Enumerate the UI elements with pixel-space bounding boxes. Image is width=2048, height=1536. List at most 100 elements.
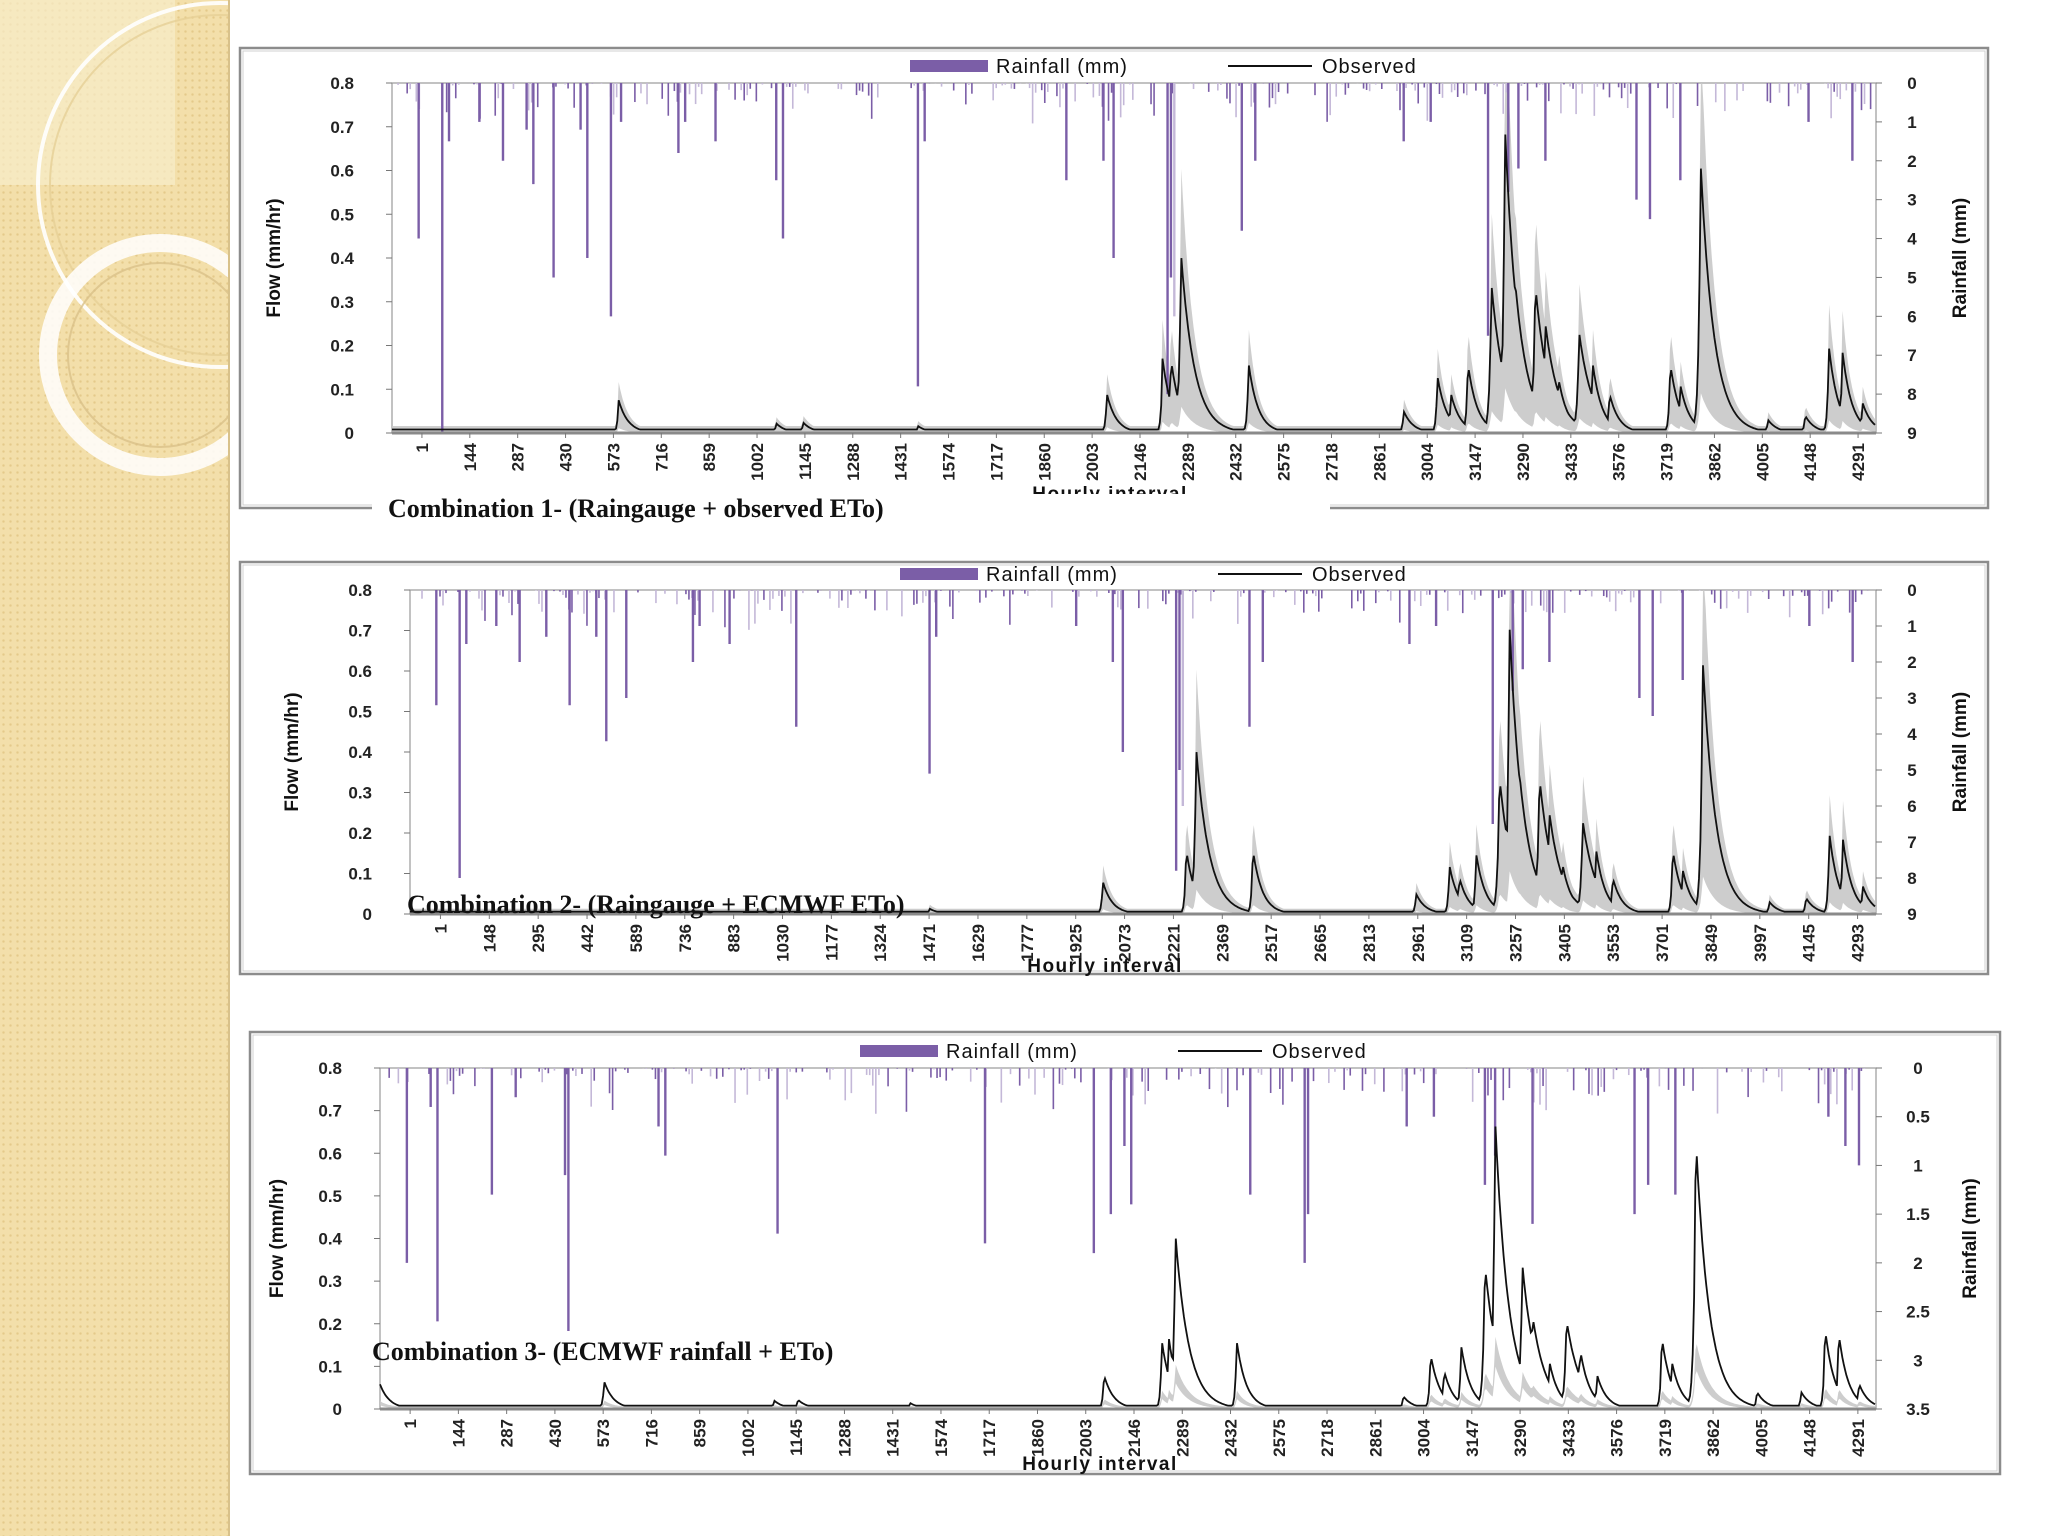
x-tick-label: 3576 — [1610, 443, 1629, 481]
x-tick-label: 2575 — [1270, 1419, 1289, 1457]
x-tick-label: 2718 — [1322, 443, 1341, 481]
y2-tick-label: 5 — [1907, 761, 1916, 780]
x-tick-label: 144 — [449, 1418, 468, 1447]
ring-small-inner — [67, 262, 228, 448]
x-tick-label: 2073 — [1116, 924, 1135, 962]
y2-axis-label: Rainfall (mm) — [1960, 1178, 1981, 1298]
x-tick-label: 1717 — [987, 443, 1006, 481]
x-tick-label: 287 — [509, 443, 528, 471]
legend-label-rainfall: Rainfall (mm) — [946, 1041, 1078, 1063]
y-tick-label: 0.8 — [330, 74, 354, 93]
y-tick-label: 0.2 — [318, 1315, 342, 1334]
x-tick-label: 1 — [401, 1419, 420, 1428]
legend-swatch-rainfall — [900, 568, 978, 580]
rainfall-series — [421, 590, 1869, 878]
x-tick-label: 2146 — [1125, 1419, 1144, 1457]
caption-background — [372, 494, 1330, 522]
sidebar-panel-shape — [0, 0, 175, 185]
x-tick-label: 4005 — [1752, 1419, 1771, 1457]
x-tick-label: 3004 — [1418, 442, 1437, 480]
y-tick-label: 0.3 — [348, 784, 372, 803]
x-tick-label: 430 — [546, 1419, 565, 1447]
x-tick-label: 2369 — [1213, 924, 1232, 962]
y2-tick-label: 3 — [1907, 191, 1916, 210]
x-tick-label: 4293 — [1849, 924, 1868, 962]
x-tick-label: 3433 — [1559, 1419, 1578, 1457]
y2-tick-label: 1 — [1907, 617, 1916, 636]
x-tick-label: 3862 — [1705, 443, 1724, 481]
observed-line — [410, 629, 1876, 913]
x-tick-label: 3147 — [1463, 1419, 1482, 1457]
y-tick-label: 0.1 — [348, 865, 372, 884]
x-tick-label: 2003 — [1083, 443, 1102, 481]
x-tick-label: 2575 — [1275, 443, 1294, 481]
y-tick-label: 0.8 — [348, 581, 372, 600]
x-tick-label: 3862 — [1704, 1419, 1723, 1457]
chart-frame-inner — [252, 1034, 1998, 1472]
y-axis-label: Flow (mm/hr) — [282, 692, 303, 811]
x-tick-label: 2961 — [1409, 924, 1428, 962]
x-tick-label: 3290 — [1514, 443, 1533, 481]
x-tick-label: 4148 — [1801, 1419, 1820, 1457]
legend: Rainfall (mm) Observed — [860, 1041, 1366, 1063]
y-tick-label: 0.4 — [348, 743, 372, 762]
y-tick-label: 0 — [333, 1400, 342, 1419]
legend: Rainfall (mm) Observed — [910, 56, 1417, 78]
x-axis-label: Hourly interval — [1022, 1454, 1178, 1475]
x-tick-label: 3433 — [1562, 443, 1581, 481]
x-tick-label: 1629 — [969, 924, 988, 962]
x-tick-label: 2221 — [1164, 924, 1183, 962]
x-tick-label: 4291 — [1849, 443, 1868, 481]
x-tick-label: 4145 — [1800, 924, 1819, 962]
y2-tick-label: 6 — [1907, 307, 1916, 326]
y-tick-label: 0.3 — [318, 1272, 342, 1291]
x-tick-label: 1777 — [1018, 924, 1037, 962]
legend-label-observed: Observed — [1322, 56, 1417, 78]
x-tick-label: 287 — [498, 1419, 517, 1447]
y-tick-label: 0.2 — [348, 824, 372, 843]
y2-tick-label: 2 — [1913, 1254, 1922, 1273]
x-axis-label: Hourly interval — [1027, 956, 1183, 977]
x-tick-label: 2813 — [1360, 924, 1379, 962]
uncertainty-band — [380, 1336, 1875, 1409]
chart-caption: Combination 1- (Raingauge + observed ETo… — [388, 494, 884, 523]
x-tick-label: 1145 — [787, 1419, 806, 1456]
chart-frame-inner — [242, 564, 1986, 972]
y-tick-label: 0.3 — [330, 293, 354, 312]
x-tick-label: 442 — [578, 924, 597, 952]
y2-tick-label: 3 — [1907, 689, 1916, 708]
x-tick-label: 2665 — [1311, 924, 1330, 962]
y-tick-label: 0.6 — [318, 1144, 342, 1163]
x-tick-label: 1925 — [1067, 924, 1086, 962]
y-tick-label: 0.5 — [348, 703, 372, 722]
y2-tick-label: 9 — [1907, 424, 1916, 443]
x-tick-label: 2517 — [1262, 924, 1281, 962]
y2-axis-label: Rainfall (mm) — [1950, 692, 1971, 812]
x-tick-label: 3109 — [1458, 924, 1477, 962]
x-tick-label: 589 — [627, 924, 646, 952]
y2-tick-label: 0.5 — [1906, 1108, 1930, 1127]
y-tick-label: 0.8 — [318, 1059, 342, 1078]
rainfall-series — [397, 83, 1872, 433]
legend-label-rainfall: Rainfall (mm) — [986, 564, 1118, 586]
x-tick-label: 3576 — [1608, 1419, 1627, 1457]
legend-label-rainfall: Rainfall (mm) — [996, 56, 1128, 78]
x-tick-label: 1002 — [739, 1419, 758, 1457]
y-axis-label: Flow (mm/hr) — [267, 1179, 288, 1298]
y2-tick-label: 6 — [1907, 797, 1916, 816]
y-tick-label: 0.4 — [318, 1230, 342, 1249]
x-tick-label: 1431 — [892, 443, 911, 481]
x-tick-label: 4148 — [1801, 443, 1820, 481]
y-tick-label: 0.5 — [330, 205, 354, 224]
x-tick-label: 859 — [700, 443, 719, 471]
x-tick-label: 2718 — [1318, 1419, 1337, 1457]
slide-sidebar — [0, 0, 230, 1536]
x-tick-label: 3290 — [1511, 1419, 1530, 1457]
x-tick-label: 1574 — [932, 1418, 951, 1456]
x-tick-label: 430 — [557, 443, 576, 471]
x-tick-label: 3405 — [1555, 924, 1574, 962]
x-tick-label: 2003 — [1077, 1419, 1096, 1457]
ring-large-inner — [49, 14, 228, 356]
x-tick-label: 1717 — [980, 1419, 999, 1457]
